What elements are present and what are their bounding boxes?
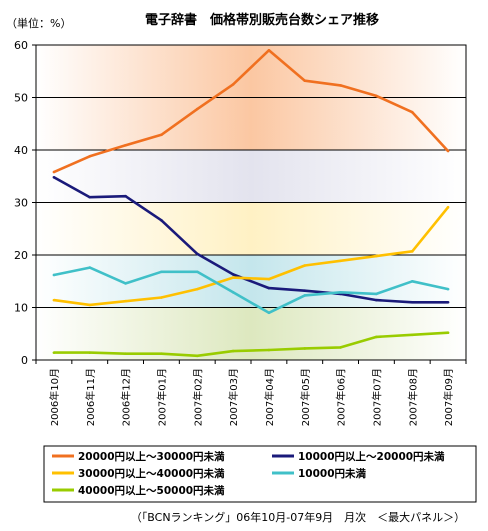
data-point [303,79,307,82]
legend-label: 10000円未満 [298,467,367,480]
data-point [410,333,414,337]
data-point [88,351,92,354]
data-point [195,270,199,274]
data-point [375,254,378,258]
data-point [303,347,307,350]
data-point [88,155,92,158]
source-note: （「BCNランキング」06年10月-07年9月 月次 ＜最大パネル＞） [131,510,465,524]
x-tick-label: 2007年09月 [442,368,455,426]
data-point [339,346,342,349]
unit-label: （単位：%） [6,16,71,30]
data-point [446,287,450,291]
series-line [53,331,449,358]
series-line [53,266,449,315]
y-tick-label: 60 [14,39,28,52]
data-point [267,348,271,352]
data-point [160,296,163,299]
data-point [410,300,414,304]
data-point [375,335,378,339]
y-tick-label: 40 [14,144,28,157]
data-point [160,352,163,356]
data-point [339,259,342,263]
data-point [160,219,163,222]
legend-label: 20000円以上～30000円未満 [78,450,225,463]
data-point [303,294,307,297]
data-point [88,266,92,269]
data-point [303,289,307,293]
legend-label: 10000円以上～20000円未満 [298,450,445,463]
data-point [52,351,56,354]
y-tick-label: 20 [14,249,28,262]
data-point [410,110,414,114]
x-tick-label: 2006年10月 [48,368,61,426]
data-point [195,252,199,256]
x-tick-label: 2006年11月 [84,368,97,426]
data-point [267,286,271,290]
data-point [231,273,235,276]
legend: 20000円以上～30000円未満 10000円以上～20000円未満 30000円… [43,445,477,503]
data-point [52,273,56,277]
data-point [446,205,450,209]
data-point [267,277,271,281]
legend-box [43,445,477,503]
legend-label: 40000円以上～50000円未満 [78,484,225,497]
data-point [124,282,127,285]
background-band [36,202,466,255]
series-lines [52,48,450,358]
x-tick-label: 2007年08月 [406,368,419,426]
data-point [195,287,199,291]
series-line [53,48,450,174]
data-point [231,83,235,86]
data-point [231,349,235,353]
data-point [267,48,271,52]
x-tick-label: 2007年02月 [191,368,204,426]
x-tick-label: 2007年04月 [263,368,276,426]
y-tick-label: 50 [14,92,28,105]
data-point [410,279,414,283]
data-point [195,107,199,111]
background-band [36,150,466,203]
data-point [52,170,56,174]
y-tick-label: 10 [14,302,28,315]
x-tick-label: 2007年01月 [155,368,168,426]
data-point [160,270,163,274]
data-point [88,195,92,199]
data-point [375,94,378,98]
y-tick-label: 0 [21,354,28,367]
data-point [339,84,342,87]
x-tick-label: 2007年07月 [370,368,383,426]
chart-title: 電子辞書 価格帯別販売台数シェア推移 [145,12,379,28]
data-point [231,276,235,279]
data-point [267,311,271,315]
data-point [446,331,450,335]
x-tick-label: 2007年06月 [335,368,348,426]
data-point [160,133,163,137]
legend-label: 30000円以上～40000円未満 [78,467,225,480]
y-axis-ticks: 0 10 20 30 40 50 60 [14,39,36,367]
data-point [124,143,127,147]
data-point [52,298,56,302]
data-point [195,354,199,358]
data-point [124,194,127,198]
x-axis-ticks: 2006年10月 2006年11月 2006年12月 2007年01月 2007年02月… [35,360,467,426]
y-tick-label: 30 [14,197,28,210]
data-point [88,303,92,307]
x-tick-label: 2007年03月 [227,368,240,426]
data-point [339,290,342,294]
x-tick-label: 2006年12月 [120,368,133,426]
data-point [124,352,127,356]
x-tick-label: 2007年05月 [299,368,312,426]
data-point [52,176,56,179]
series-line [53,176,449,304]
data-point [375,292,378,296]
data-point [410,250,414,253]
data-point [446,300,450,304]
data-point [446,149,450,153]
series-line [53,206,450,307]
data-point [375,298,378,302]
data-point [231,290,235,294]
data-point [124,299,127,303]
data-point [303,264,307,267]
